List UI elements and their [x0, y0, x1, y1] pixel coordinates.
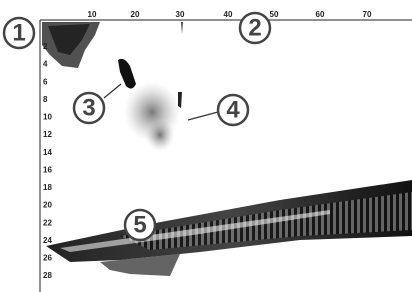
left-tick-label: 10	[43, 113, 52, 122]
callout-label: 1	[12, 20, 25, 47]
callout-label: 4	[226, 97, 240, 124]
left-tick-label: 6	[43, 77, 48, 86]
left-tick-label: 14	[43, 148, 52, 157]
top-tick-label: 60	[316, 10, 325, 19]
left-tick-label: 18	[43, 183, 52, 192]
sonar-returns	[42, 22, 412, 276]
callout: 4	[218, 95, 248, 125]
top-tick-label: 30	[176, 10, 185, 19]
top-tick-label: 70	[363, 10, 372, 19]
left-tick-label: 2	[43, 42, 48, 51]
leader-line	[188, 112, 218, 120]
leader-line	[104, 84, 121, 98]
left-tick-label: 8	[43, 95, 48, 104]
left-tick-label: 22	[43, 218, 52, 227]
top-tick-label: 40	[224, 10, 233, 19]
callout: 1	[4, 18, 34, 48]
left-tick-label: 26	[43, 253, 52, 262]
left-tick-label: 4	[43, 60, 48, 69]
callout: 3	[74, 93, 104, 123]
left-tick-label: 16	[43, 165, 52, 174]
left-tick-label: 20	[43, 201, 52, 210]
left-tick-label: 12	[43, 130, 52, 139]
callout-label: 2	[248, 15, 261, 42]
callout-label: 5	[133, 212, 146, 239]
top-axis: 10 20 30 40 50 60 70	[88, 10, 372, 19]
callout-label: 3	[82, 95, 95, 122]
top-tick-label: 50	[270, 10, 279, 19]
top-tick-label: 20	[131, 10, 140, 19]
callout: 2	[240, 13, 270, 43]
callout: 5	[125, 210, 155, 240]
sonar-view: 10 20 30 40 50 60 70 2468101214161820222…	[0, 0, 412, 292]
left-tick-label: 24	[43, 236, 52, 245]
top-tick-label: 10	[88, 10, 97, 19]
left-tick-label: 28	[43, 271, 52, 280]
